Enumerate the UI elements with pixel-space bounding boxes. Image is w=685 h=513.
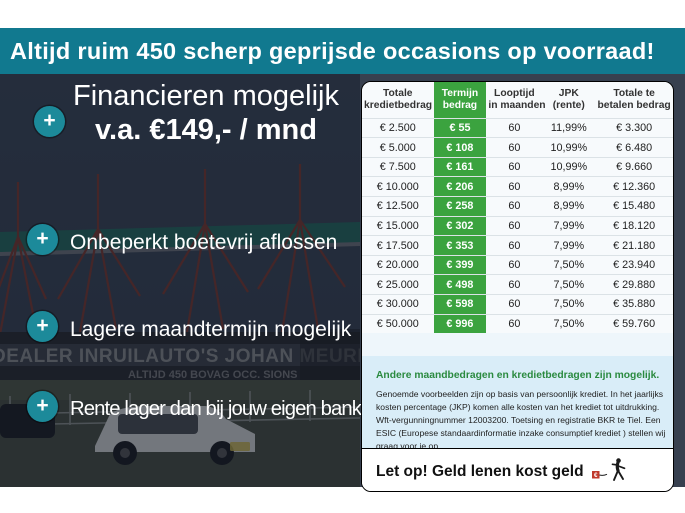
svg-text:€: €	[594, 472, 598, 479]
